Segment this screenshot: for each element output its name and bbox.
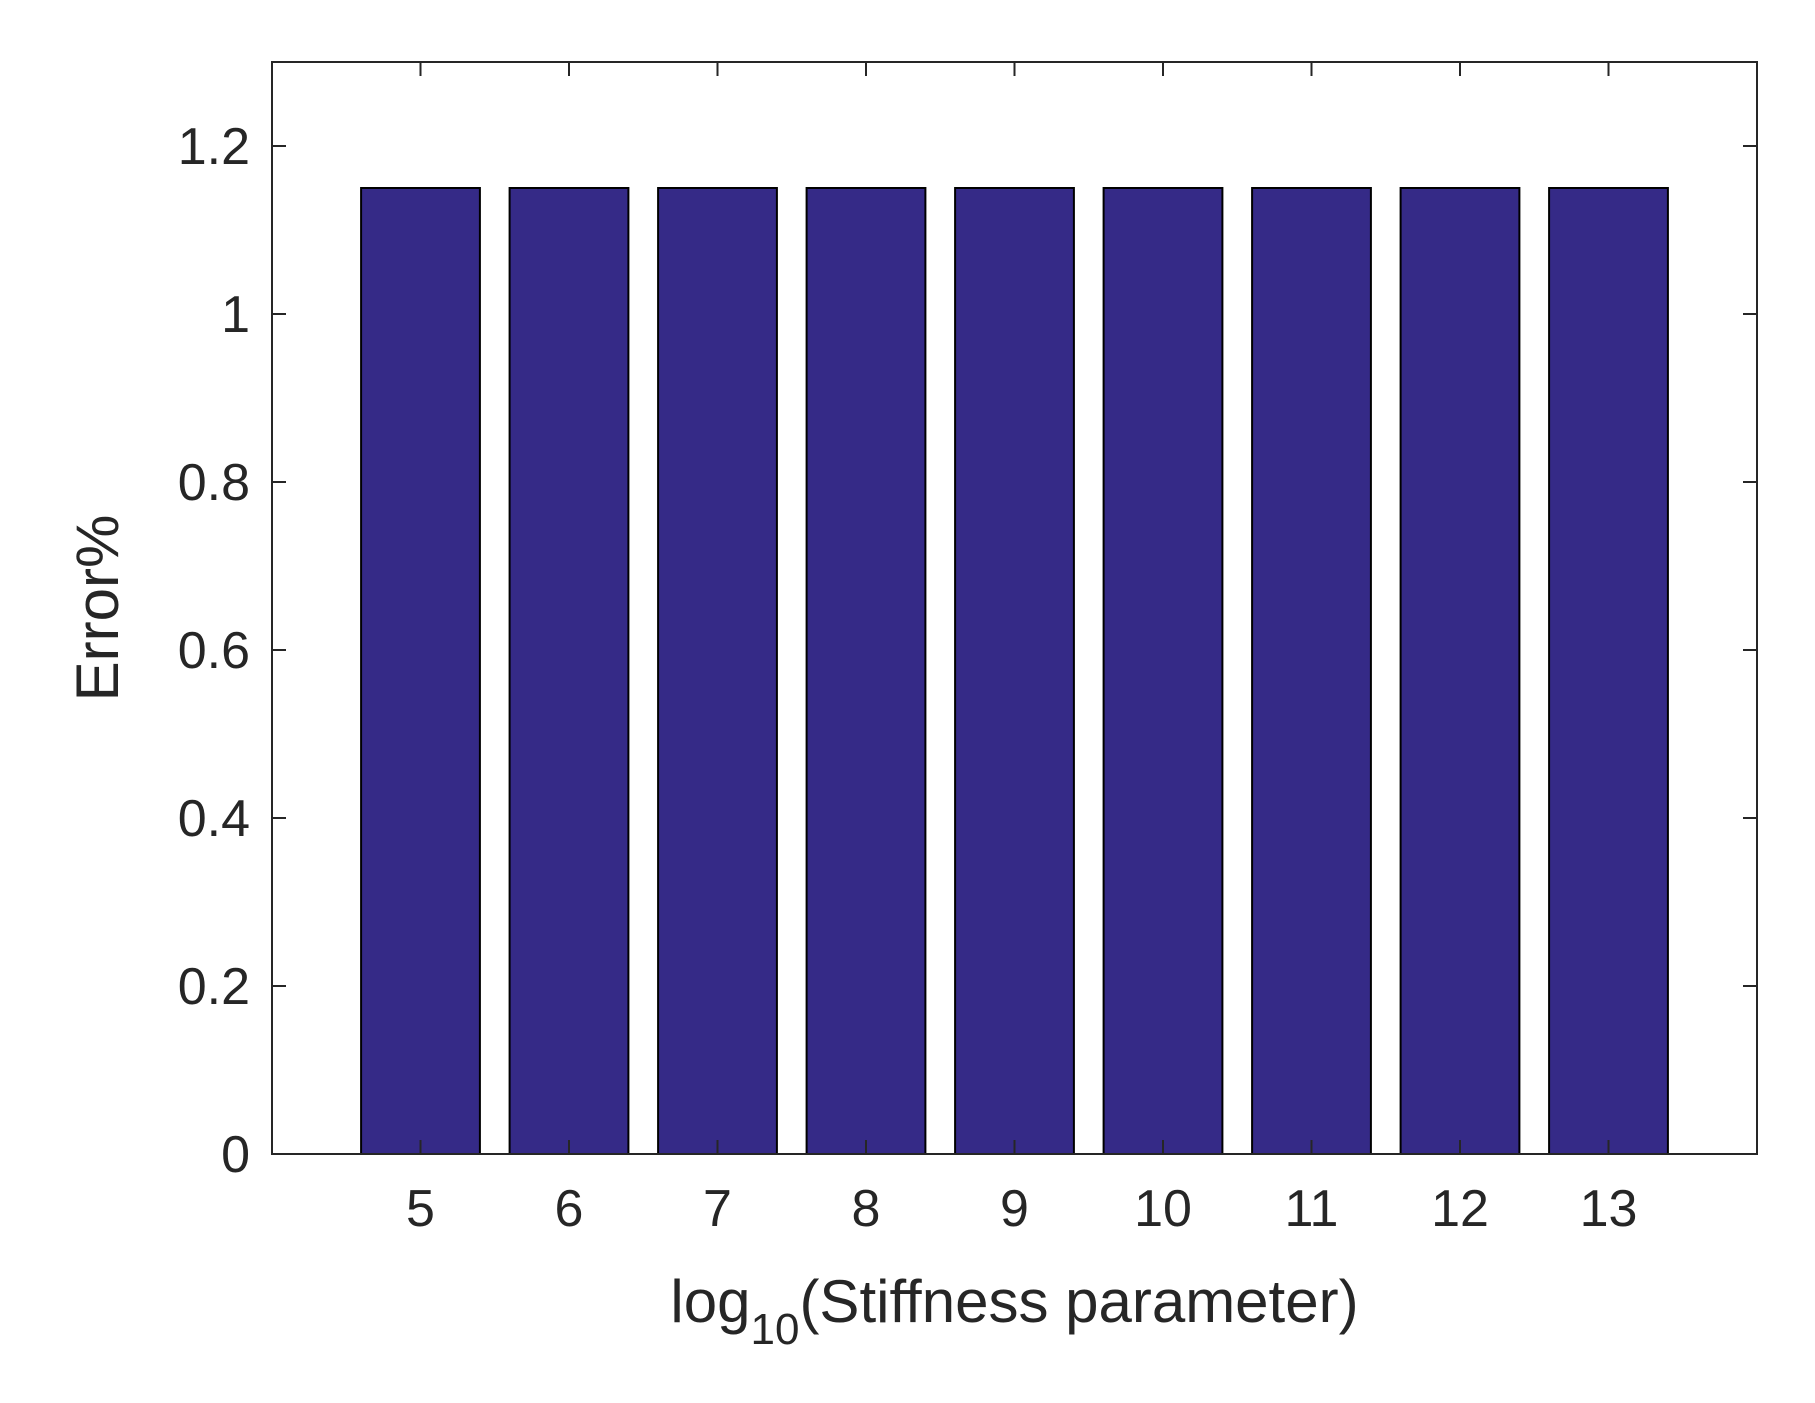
- bar-12: [1399, 187, 1521, 1155]
- bar-9: [954, 187, 1075, 1155]
- x-axis-label-suffix: (Stiffness parameter): [799, 1268, 1358, 1335]
- y-tick-label-0.2: 0.2: [178, 958, 250, 1016]
- axes-box: [271, 61, 1758, 1155]
- bar-8: [805, 187, 927, 1155]
- x-tick-label-7: 7: [703, 1180, 732, 1238]
- bar-11: [1251, 187, 1372, 1155]
- bar-7: [657, 187, 778, 1155]
- x-tick-label-9: 9: [1000, 1180, 1029, 1238]
- x-tick-label-8: 8: [852, 1180, 881, 1238]
- y-tick-label-0.4: 0.4: [178, 790, 250, 848]
- x-tick-label-13: 13: [1580, 1180, 1638, 1238]
- x-tick-label-12: 12: [1431, 1180, 1489, 1238]
- x-tick-label-5: 5: [406, 1180, 435, 1238]
- x-axis-label-main: log: [670, 1268, 750, 1335]
- bar-13: [1548, 187, 1669, 1155]
- x-axis-label: log10(Stiffness parameter): [670, 1268, 1358, 1354]
- y-tick-label-1: 1: [221, 286, 250, 344]
- x-tick-label-6: 6: [555, 1180, 584, 1238]
- bar-5: [360, 187, 481, 1155]
- y-tick-label-0.8: 0.8: [178, 454, 250, 512]
- bar-6: [508, 187, 630, 1155]
- x-tick-label-10: 10: [1134, 1180, 1192, 1238]
- bar-10: [1102, 187, 1224, 1155]
- x-tick-label-11: 11: [1285, 1180, 1339, 1238]
- y-axis-label: Error%: [64, 515, 131, 702]
- y-tick-label-0.6: 0.6: [178, 622, 250, 680]
- tick-labels-group: 5 6 7 8 9 10 11 12 13 0 0.2 0.4 0.6 0.8 1 1.2: [178, 118, 1638, 1238]
- y-tick-label-0: 0: [221, 1126, 250, 1184]
- x-axis-label-subscript: 10: [751, 1305, 800, 1354]
- bars-group: [360, 187, 1669, 1155]
- y-tick-label-1.2: 1.2: [178, 118, 250, 176]
